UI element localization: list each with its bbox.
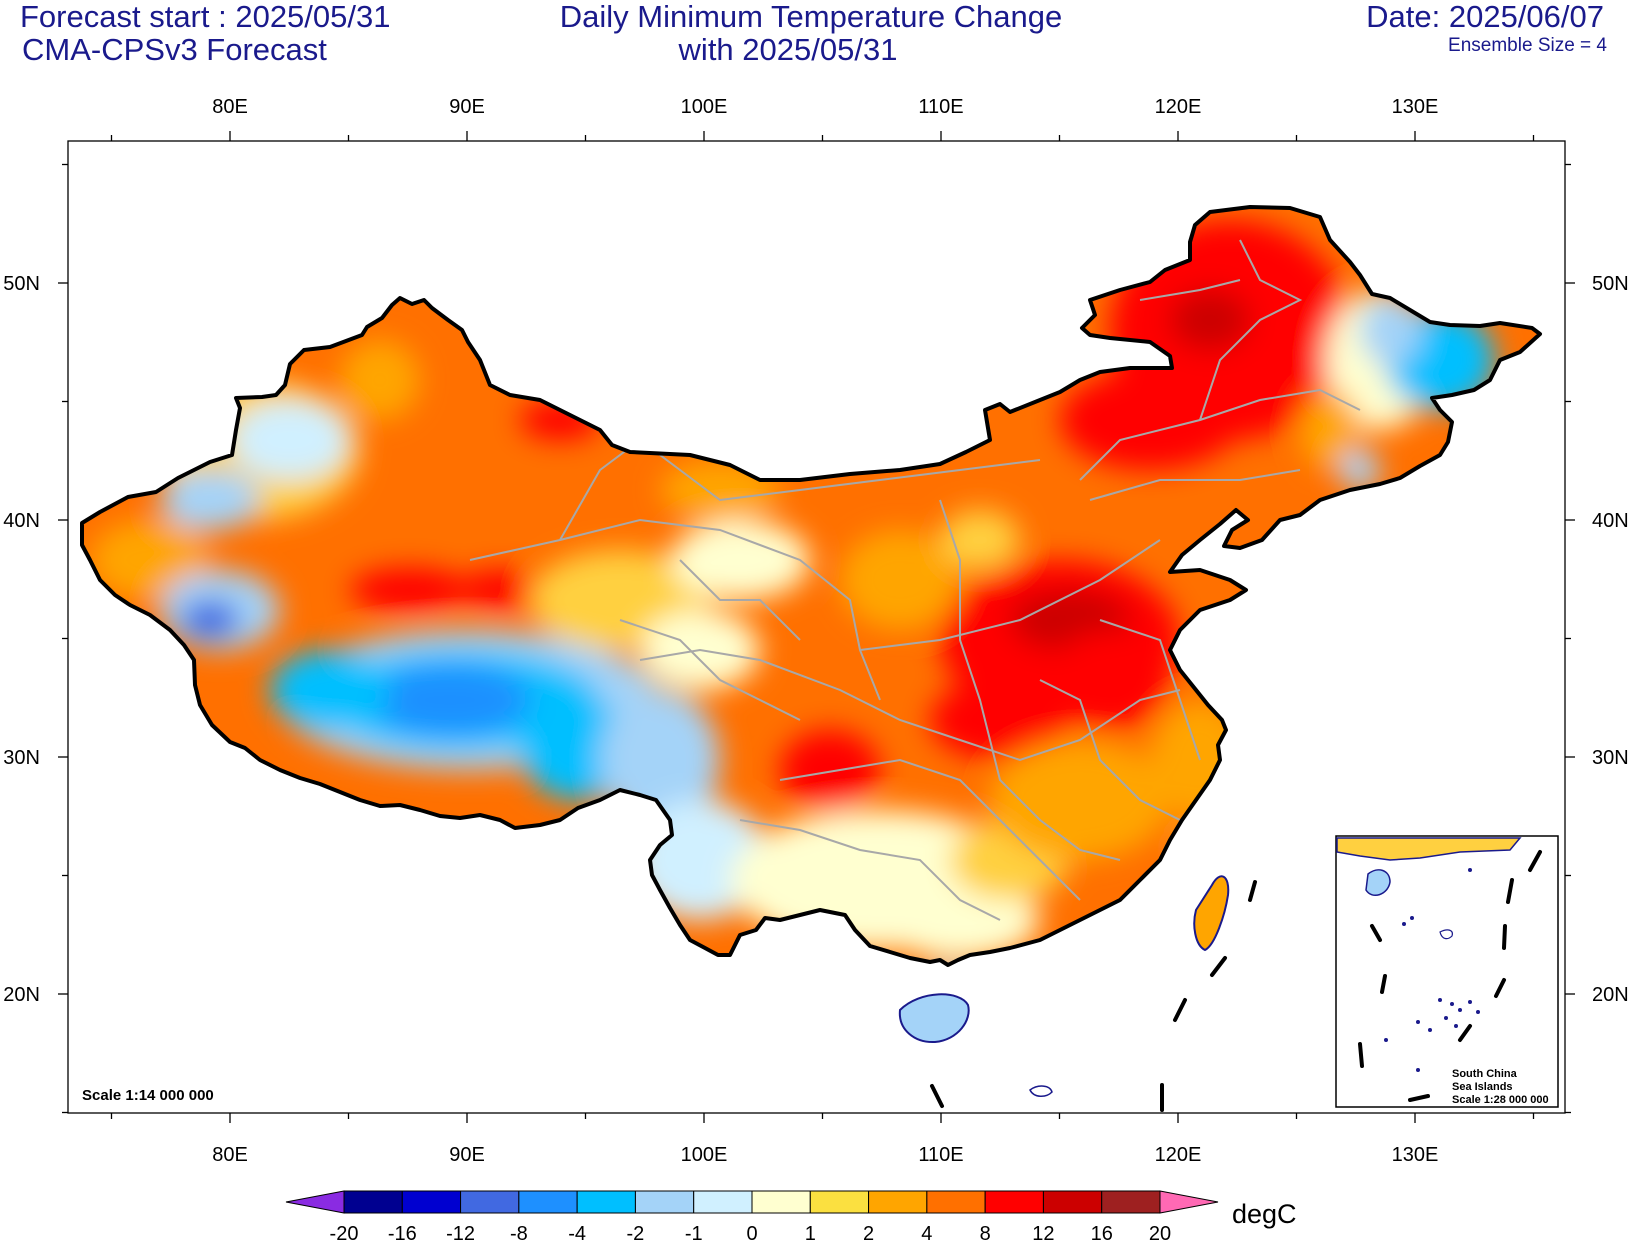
colorbar-arrow-low <box>285 1190 345 1214</box>
lat-label-right: 40N <box>1592 510 1629 532</box>
lat-label-right: 50N <box>1592 273 1629 295</box>
colorbar-box <box>518 1190 578 1214</box>
colorbar-label: -16 <box>388 1223 417 1241</box>
colorbar-label: -2 <box>627 1223 645 1241</box>
inset-label-line3: Scale 1:28 000 000 <box>1452 1094 1549 1106</box>
lon-label-top: 90E <box>449 96 485 118</box>
colorbar-label: -20 <box>330 1223 359 1241</box>
lon-label-bottom: 130E <box>1392 1144 1439 1166</box>
colorbar-arrow-high <box>1159 1190 1219 1214</box>
lat-label-right: 20N <box>1592 984 1629 1006</box>
colorbar-box <box>576 1190 636 1214</box>
lon-label-top: 120E <box>1155 96 1202 118</box>
colorbar-unit: degC <box>1232 1199 1297 1229</box>
china-border <box>80 205 1542 967</box>
colorbar-box <box>343 1190 403 1214</box>
dash-line <box>930 880 1257 1112</box>
colorbar-box <box>926 1190 986 1214</box>
colorbar-label: -12 <box>446 1223 475 1241</box>
scale-label: Scale 1:14 000 000 <box>82 1087 214 1104</box>
colorbar-box <box>460 1190 520 1214</box>
lon-label-top: 110E <box>918 96 963 118</box>
forecast-start-label: Forecast start : 2025/05/31 <box>20 0 391 34</box>
colorbar-label: 12 <box>1032 1223 1054 1241</box>
lat-label-left: 30N <box>3 747 40 769</box>
colorbar-box <box>634 1190 695 1214</box>
inset-map: South China Sea Islands Scale 1:28 000 0… <box>1335 835 1559 1108</box>
title-line2: with 2025/05/31 <box>678 32 898 67</box>
colorbar-label: -8 <box>510 1223 528 1241</box>
lon-label-bottom: 110E <box>918 1144 963 1166</box>
lon-label-top: 130E <box>1392 96 1439 118</box>
lat-label-left: 50N <box>3 273 40 295</box>
lon-label-top: 80E <box>212 96 248 118</box>
title-line1: Daily Minimum Temperature Change <box>559 0 1063 34</box>
inset-label-line1: South China <box>1452 1068 1518 1080</box>
colorbar-box <box>809 1190 870 1214</box>
province-lines <box>469 239 1361 921</box>
islands <box>898 875 1230 1097</box>
lat-label-left: 20N <box>3 984 40 1006</box>
colorbar: -20 -16 -12 -8 -4 -2 -1 0 1 2 4 8 12 16 20 <box>285 1190 1219 1241</box>
colorbar-box <box>868 1190 928 1214</box>
colorbar-box <box>401 1190 462 1214</box>
colorbar-box <box>1042 1190 1103 1214</box>
colorbar-box <box>751 1190 811 1214</box>
model-label: CMA-CPSv3 Forecast <box>22 32 327 67</box>
date-label: Date: 2025/06/07 <box>1366 0 1604 34</box>
lon-label-bottom: 120E <box>1155 1144 1202 1166</box>
lat-label-left: 40N <box>3 510 40 532</box>
colorbar-label: 4 <box>921 1223 932 1241</box>
colorbar-label: -1 <box>685 1223 703 1241</box>
colorbar-box <box>693 1190 753 1214</box>
colorbar-label: 1 <box>805 1223 816 1241</box>
colorbar-label: 20 <box>1149 1223 1171 1241</box>
lon-label-bottom: 100E <box>681 1144 728 1166</box>
colorbar-box <box>1101 1190 1161 1214</box>
lon-label-top: 100E <box>681 96 728 118</box>
colorbar-label: -4 <box>568 1223 586 1241</box>
lon-label-bottom: 80E <box>212 1144 248 1166</box>
lat-label-right: 30N <box>1592 747 1629 769</box>
colorbar-label: 8 <box>980 1223 991 1241</box>
axis-ticks: 80E 80E 90E 90E 100E 100E 110E 110E 120E 120E 130E… <box>3 96 1628 1166</box>
lon-label-bottom: 90E <box>449 1144 485 1166</box>
colorbar-label: 0 <box>746 1223 757 1241</box>
colorbar-label: 2 <box>863 1223 874 1241</box>
ensemble-label: Ensemble Size = 4 <box>1448 35 1607 56</box>
inset-label-line2: Sea Islands <box>1452 1081 1513 1093</box>
colorbar-box <box>984 1190 1044 1214</box>
colorbar-label: 16 <box>1091 1223 1113 1241</box>
